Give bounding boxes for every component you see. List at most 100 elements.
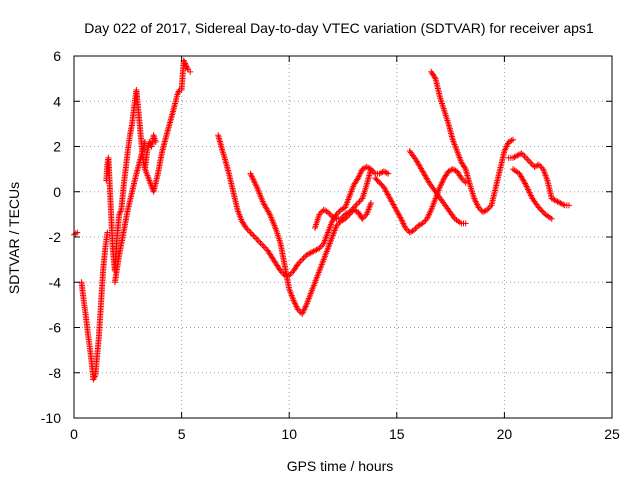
data-point [303, 292, 314, 308]
data-point [454, 168, 464, 180]
data-point [346, 183, 357, 200]
series-arc-13 [510, 166, 555, 222]
data-point [260, 200, 273, 216]
data-point [535, 204, 547, 217]
data-point [129, 172, 140, 195]
data-point [290, 297, 301, 311]
data-point [312, 213, 322, 231]
y-tick-label: -4 [49, 274, 62, 290]
data-point [380, 184, 395, 205]
data-point [557, 200, 567, 208]
data-point [247, 170, 260, 189]
data-point [522, 181, 535, 201]
x-tick-label: 20 [497, 426, 513, 442]
data-point [438, 197, 451, 212]
chart-title: Day 022 of 2017, Sidereal Day-to-day VTE… [84, 20, 594, 36]
data-point [466, 181, 477, 200]
data-point [510, 136, 517, 143]
data-point [522, 154, 532, 164]
data-point [133, 86, 142, 114]
data-point [544, 177, 555, 200]
data-point [100, 246, 109, 274]
data-point [398, 215, 408, 230]
series-arc-5 [111, 138, 149, 286]
data-point [436, 93, 447, 112]
data-point [87, 347, 96, 370]
data-point [540, 166, 550, 182]
data-point [163, 117, 174, 139]
data-point [441, 169, 451, 182]
data-point [221, 154, 232, 176]
data-point [225, 170, 236, 194]
data-point [243, 224, 253, 234]
y-tick-label: -6 [49, 320, 62, 336]
y-tick-label: 0 [53, 184, 61, 200]
series-arc-7 [247, 170, 374, 317]
x-tick-label: 5 [178, 426, 186, 442]
tick-labels: 0 5 10 15 20 25 -10 -8 -6 -4 -2 0 2 4 6 [41, 48, 620, 442]
data-point [120, 167, 129, 191]
data-point [111, 253, 122, 286]
data-point [80, 297, 89, 318]
data-point [548, 195, 558, 204]
y-tick-label: 2 [53, 139, 61, 155]
data-point [329, 224, 339, 240]
data-point [367, 200, 374, 207]
data-point [182, 62, 191, 72]
data-point [187, 68, 194, 75]
data-point [376, 169, 386, 177]
data-point [152, 138, 159, 145]
data-point [419, 168, 432, 185]
data-point [445, 120, 456, 142]
data-point [294, 258, 304, 268]
data-point [441, 107, 451, 126]
data-point [74, 229, 81, 236]
data-point [253, 184, 266, 205]
data-point [462, 220, 469, 227]
data-point [238, 218, 249, 230]
data-point [337, 212, 347, 222]
data-point [290, 262, 300, 274]
data-point [406, 148, 419, 162]
data-point [154, 149, 165, 177]
series-arc-4 [142, 57, 194, 195]
y-axis-label: SDTVAR / TECUs [6, 182, 22, 294]
data-point [320, 246, 331, 263]
data-point [174, 88, 182, 98]
data-point [93, 337, 102, 365]
grid-lines [74, 56, 612, 418]
data-point [320, 231, 331, 247]
data-point [135, 109, 144, 137]
y-tick-label: -2 [49, 229, 62, 245]
data-point [133, 156, 144, 177]
data-point [359, 183, 370, 202]
data-point [337, 205, 347, 213]
data-point [445, 206, 457, 221]
x-tick-label: 15 [389, 426, 405, 442]
data-point [124, 133, 133, 155]
data-point [234, 206, 245, 223]
data-point [432, 188, 444, 203]
series-arc-11 [428, 68, 517, 216]
data-point [230, 188, 241, 212]
data-point [215, 132, 226, 153]
data-point [542, 211, 554, 221]
x-tick-label: 25 [604, 426, 620, 442]
data-point [367, 166, 374, 173]
data-point [413, 157, 425, 173]
data-point [122, 149, 131, 173]
series-arc-9 [372, 166, 469, 236]
data-point [118, 185, 127, 213]
x-tick-label: 0 [70, 426, 78, 442]
data-point [363, 167, 374, 188]
series-arc-2 [78, 229, 111, 383]
data-point [126, 122, 135, 139]
data-point [462, 179, 469, 186]
data-point [95, 303, 104, 342]
data-point [324, 235, 335, 252]
data-point [264, 247, 275, 260]
data-point [299, 303, 309, 317]
data-point [142, 166, 152, 182]
axis-ticks [73, 55, 613, 419]
